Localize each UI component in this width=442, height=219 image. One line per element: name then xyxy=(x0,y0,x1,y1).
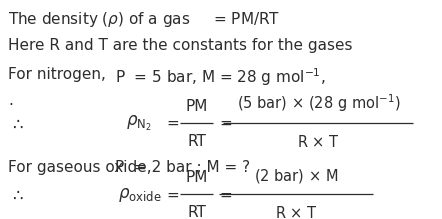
Text: For gaseous oxide,: For gaseous oxide, xyxy=(8,160,152,175)
Text: RT: RT xyxy=(187,205,206,219)
Text: R $\times$ T: R $\times$ T xyxy=(275,205,317,219)
Text: (2 bar) $\times$ M: (2 bar) $\times$ M xyxy=(254,167,338,185)
Text: PM: PM xyxy=(186,99,208,114)
Text: =: = xyxy=(166,116,179,131)
Text: (5 bar) $\times$ (28 g mol$^{-1}$): (5 bar) $\times$ (28 g mol$^{-1}$) xyxy=(236,92,400,114)
Text: .: . xyxy=(8,93,13,108)
Text: PM: PM xyxy=(186,170,208,185)
Text: The density ($\rho$) of a gas     = PM/RT: The density ($\rho$) of a gas = PM/RT xyxy=(8,10,280,29)
Text: R $\times$ T: R $\times$ T xyxy=(297,134,339,150)
Text: =: = xyxy=(219,187,232,202)
Text: P  = 5 bar, M = 28 g mol$^{-1}$,: P = 5 bar, M = 28 g mol$^{-1}$, xyxy=(115,67,325,88)
Text: $\therefore$: $\therefore$ xyxy=(9,115,23,133)
Text: P  = 2 bar ; M = ?: P = 2 bar ; M = ? xyxy=(115,160,250,175)
Text: For nitrogen,: For nitrogen, xyxy=(8,67,106,82)
Text: RT: RT xyxy=(187,134,206,148)
Text: =: = xyxy=(166,187,179,202)
Text: =: = xyxy=(219,116,232,131)
Text: $\rho_{\mathrm{oxide}}$: $\rho_{\mathrm{oxide}}$ xyxy=(118,186,162,204)
Text: $\rho_{\mathrm{N_2}}$: $\rho_{\mathrm{N_2}}$ xyxy=(126,114,152,133)
Text: $\therefore$: $\therefore$ xyxy=(9,186,23,204)
Text: Here R and T are the constants for the gases: Here R and T are the constants for the g… xyxy=(8,38,352,53)
